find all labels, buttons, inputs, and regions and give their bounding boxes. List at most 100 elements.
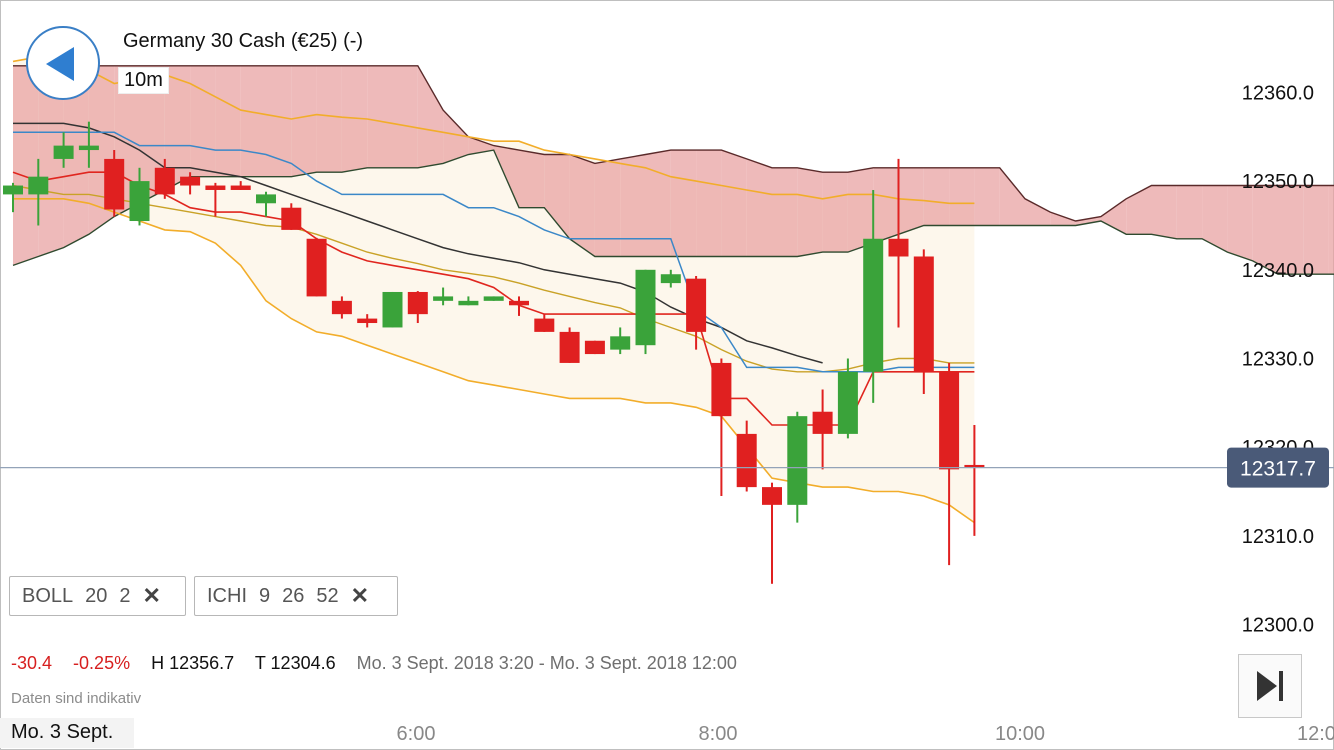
ichimoku-cloud-segment [822,172,848,253]
ichimoku-cloud-segment [772,167,798,257]
price-change: -30.4 [11,653,53,673]
candle-body [736,433,757,488]
ichimoku-cloud-segment [1202,185,1228,253]
candle-body [888,238,909,257]
y-tick-label: 12350.0 [1242,171,1314,193]
disclaimer: Daten sind indikativ [11,690,142,707]
candle-body [306,238,327,297]
ichimoku-cloud-segment [847,167,874,253]
candle-body [509,300,529,306]
candle-body [660,274,681,284]
ichimoku-cloud-segment [569,154,595,257]
ichimoku-cloud-segment [620,154,646,257]
kijun-line [13,131,975,373]
ichimoku-cloud-segment [1126,185,1152,235]
candle-body [837,371,858,434]
timeframe-label[interactable]: 10m [118,67,169,94]
y-tick-label: 12360.0 [1242,82,1314,104]
x-tick-label: 6:00 [397,723,436,745]
candle-body [686,278,707,332]
x-tick-label: 10:00 [995,723,1045,745]
remove-indicator-icon[interactable]: ✕ [142,583,161,608]
indicator-name: BOLL [22,584,74,607]
high-value: H 12356.7 [151,653,235,673]
ichimoku-cloud-segment [13,65,39,266]
candle-body [711,362,732,417]
indicator-param: 26 [282,584,305,607]
current-price-tag [1227,447,1329,488]
ichimoku-cloud-segment [164,65,191,190]
remove-indicator-icon[interactable]: ✕ [350,583,370,608]
indicator-name: ICHI [207,584,247,607]
candle-body [610,336,631,350]
ichimoku-cloud-segment [873,167,899,244]
candle-body [154,167,175,195]
ichimoku-cloud-segment [291,65,317,177]
candle-body [812,411,833,434]
candle-body [964,464,985,468]
ichimoku-cloud-segment [696,150,722,257]
current-price-label: 12317.7 [1240,458,1316,481]
ichimoku-cloud-segment [417,65,444,168]
jump-to-latest-button[interactable] [1238,654,1302,718]
bollinger-upper-line [12,56,975,205]
candle-body [534,318,555,332]
indicator-param: 9 [259,584,271,607]
indicator-chip-ichi[interactable]: ICHI 9 26 52 ✕ [194,576,398,616]
candle-body [281,207,302,230]
candle-body [382,291,403,328]
candle-body [762,487,782,505]
candle-body [559,331,580,363]
price-info-row: -30.4 -0.25% H 12356.7 T 12304.6 Mo. 3 S… [11,653,753,674]
candle-body [230,185,251,190]
ichimoku-cloud-segment [974,167,1000,226]
candle-body [939,371,960,470]
ichimoku-cloud-segment [392,65,418,168]
low-value: T 12304.6 [254,653,336,673]
x-tick-label: 12:00 [1297,723,1334,745]
ichimoku-cloud-segment [443,110,469,164]
candle-body [458,300,479,306]
ichimoku-cloud-segment [544,154,570,239]
ichimoku-cloud-segment [923,167,950,226]
candle-body [104,158,125,210]
ichimoku-cloud-segment [468,136,494,155]
back-button[interactable] [26,26,100,100]
ichimoku-cloud-segment [190,65,216,177]
ichimoku-cloud-segment [721,150,747,257]
x-tick-label: 8:00 [699,723,738,745]
candle-body [407,291,428,315]
indicator-chip-boll[interactable]: BOLL 20 2 ✕ [9,576,186,616]
current-date-label: Mo. 3 Sept. [0,718,134,748]
y-tick-label: 12300.0 [1242,615,1314,637]
indicator-param: 52 [316,584,339,607]
candle-body [53,145,74,159]
ichimoku-cloud-segment [341,65,368,173]
ichimoku-cloud-segment [670,150,697,257]
candle-body [28,176,49,195]
ichimoku-cloud-segment [240,65,266,177]
price-change-percent: -0.25% [73,653,131,673]
bollinger-lower-line [13,198,975,524]
candle-body [483,296,504,301]
y-tick-label: 12310.0 [1242,526,1314,548]
ichimoku-cloud-segment [1075,216,1101,226]
ichimoku-cloud-segment [1252,185,1278,275]
candle-body [256,194,276,204]
ichimoku-cloud-segment [999,167,1025,226]
ichimoku-cloud-segment [1328,185,1334,275]
candle-body [180,176,201,186]
ichimoku-cloud-segment [316,65,342,173]
ichimoku-cloud-segment [746,158,772,257]
date-range: Mo. 3 Sept. 2018 3:20 - Mo. 3 Sept. 2018… [356,653,737,673]
y-tick-label: 12340.0 [1242,260,1314,282]
candle-body [635,269,656,346]
candle-body [205,185,226,190]
ichimoku-cloud-segment [1050,212,1076,226]
candle-body [863,238,884,372]
back-arrow-icon [46,47,74,81]
ichimoku-cloud-segment [949,167,975,226]
senkou-span-a-line [13,65,1334,222]
ichimoku-cloud-segment [594,158,621,257]
